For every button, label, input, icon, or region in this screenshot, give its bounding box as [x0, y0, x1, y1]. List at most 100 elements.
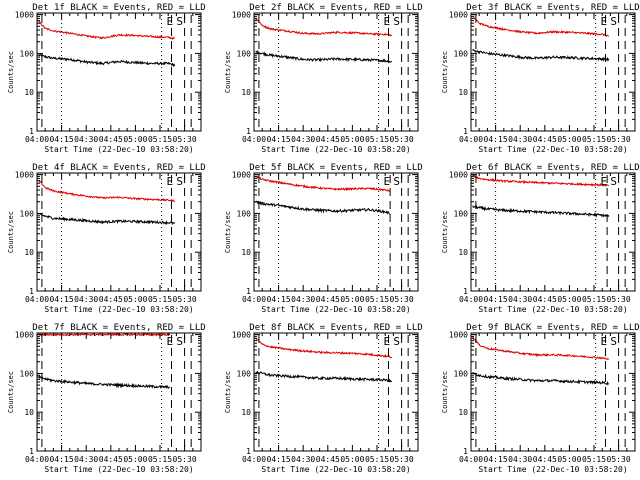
chart-title: Det 2f BLACK = Events, RED = LLD: [249, 3, 422, 13]
marker-e-label: E: [601, 175, 608, 188]
x-axis-label: Start Time (22-Dec-10 03:58:20): [44, 305, 193, 314]
x-tick-label: 05:30: [390, 135, 414, 144]
series-line-events: [255, 200, 391, 215]
x-tick-label: 04:45: [99, 455, 123, 464]
x-tick-label: 04:15: [267, 455, 291, 464]
series-line-lld: [255, 18, 393, 37]
x-tick-label: 04:00: [242, 455, 266, 464]
x-tick-label: 05:00: [557, 135, 581, 144]
series-line-lld: [255, 337, 393, 359]
y-tick-label: 10: [24, 408, 34, 417]
x-axis-label: Start Time (22-Dec-10 03:58:20): [261, 145, 410, 154]
chart-title: Det 5f BLACK = Events, RED = LLD: [249, 163, 422, 173]
y-axis-label: Counts/sec: [224, 371, 232, 413]
y-axis-label: Counts/sec: [7, 51, 15, 93]
x-tick-label: 04:30: [508, 295, 532, 304]
x-axis-label: Start Time (22-Dec-10 03:58:20): [44, 465, 193, 474]
x-tick-label: 05:15: [582, 135, 606, 144]
chart-panel-9: Det 9f BLACK = Events, RED = LLD E S 1 10 100…: [435, 320, 640, 478]
x-axis-label: Start Time (22-Dec-10 03:58:20): [478, 465, 627, 474]
x-tick-label: 04:15: [50, 295, 74, 304]
x-tick-label: 05:00: [123, 135, 147, 144]
x-tick-label: 04:00: [242, 135, 266, 144]
series-line-events: [472, 372, 610, 386]
x-tick-label: 05:00: [340, 295, 364, 304]
y-tick-label: 1: [246, 447, 251, 456]
x-tick-label: 05:15: [148, 455, 172, 464]
series-line-events: [472, 204, 610, 218]
y-tick-label: 1: [463, 287, 468, 296]
y-tick-label: 100: [454, 49, 469, 58]
panel-background: [1, 320, 213, 478]
chart-title: Det 4f BLACK = Events, RED = LLD: [32, 163, 205, 173]
x-tick-label: 04:45: [316, 455, 340, 464]
y-axis-label: Counts/sec: [441, 211, 449, 253]
x-tick-label: 04:30: [291, 455, 315, 464]
y-tick-label: 1000: [449, 11, 468, 20]
y-tick-label: 10: [458, 88, 468, 97]
panel-background: [218, 0, 430, 158]
x-tick-label: 04:30: [508, 455, 532, 464]
x-tick-label: 05:00: [557, 295, 581, 304]
x-tick-label: 05:15: [365, 455, 389, 464]
marker-e-label: E: [601, 335, 608, 348]
y-tick-label: 100: [237, 49, 252, 58]
series-line-lld: [38, 332, 171, 337]
marker-s-label: S: [610, 335, 617, 348]
x-tick-label: 04:30: [74, 455, 98, 464]
x-tick-label: 04:00: [25, 295, 49, 304]
y-tick-label: 1000: [449, 171, 468, 180]
chart-panel-3: Det 3f BLACK = Events, RED = LLD E S 1 10 100…: [435, 0, 640, 158]
x-axis-label: Start Time (22-Dec-10 03:58:20): [44, 145, 193, 154]
series-line-events: [472, 48, 610, 62]
x-tick-label: 05:15: [365, 295, 389, 304]
panel-background: [435, 320, 640, 478]
y-tick-label: 1000: [15, 11, 34, 20]
y-tick-label: 10: [241, 248, 251, 257]
y-tick-label: 100: [237, 209, 252, 218]
chart-panel-5: Det 5f BLACK = Events, RED = LLD E S 1 10 100…: [218, 160, 430, 318]
x-tick-label: 04:45: [533, 135, 557, 144]
marker-s-label: S: [176, 335, 183, 348]
marker-s-label: S: [176, 175, 183, 188]
series-line-events: [38, 375, 170, 389]
x-tick-label: 04:15: [484, 135, 508, 144]
x-tick-label: 04:45: [533, 455, 557, 464]
x-tick-label: 05:30: [173, 295, 197, 304]
x-tick-label: 05:15: [582, 295, 606, 304]
x-tick-label: 04:45: [316, 295, 340, 304]
x-tick-label: 05:00: [123, 455, 147, 464]
chart-panel-1: Det 1f BLACK = Events, RED = LLD E S 1 10 100…: [1, 0, 213, 158]
x-tick-label: 04:15: [484, 295, 508, 304]
x-tick-label: 05:15: [582, 455, 606, 464]
y-axis-label: Counts/sec: [441, 51, 449, 93]
y-tick-label: 1: [246, 287, 251, 296]
y-tick-label: 1000: [232, 331, 251, 340]
y-tick-label: 10: [458, 408, 468, 417]
y-tick-label: 10: [24, 248, 34, 257]
x-tick-label: 05:30: [390, 295, 414, 304]
y-axis-label: Counts/sec: [7, 211, 15, 253]
y-tick-label: 1: [463, 127, 468, 136]
x-tick-label: 04:00: [25, 135, 49, 144]
marker-e-label: E: [167, 335, 174, 348]
y-tick-label: 1: [463, 447, 468, 456]
y-tick-label: 1000: [232, 11, 251, 20]
y-tick-label: 1000: [232, 171, 251, 180]
series-line-events: [38, 212, 176, 226]
chart-title: Det 6f BLACK = Events, RED = LLD: [466, 163, 639, 173]
y-axis-label: Counts/sec: [224, 211, 232, 253]
y-tick-label: 100: [454, 369, 469, 378]
marker-e-label: E: [384, 15, 391, 28]
y-tick-label: 1: [29, 447, 34, 456]
x-tick-label: 05:15: [148, 135, 172, 144]
x-tick-label: 04:30: [74, 295, 98, 304]
y-tick-label: 1000: [15, 331, 34, 340]
chart-panel-7: Det 7f BLACK = Events, RED = LLD E S 1 10 100…: [1, 320, 213, 478]
chart-title: Det 1f BLACK = Events, RED = LLD: [32, 3, 205, 13]
chart-panel-6: Det 6f BLACK = Events, RED = LLD E S 1 10 100…: [435, 160, 640, 318]
x-axis-label: Start Time (22-Dec-10 03:58:20): [478, 145, 627, 154]
marker-s-label: S: [610, 175, 617, 188]
x-tick-label: 04:00: [459, 135, 483, 144]
